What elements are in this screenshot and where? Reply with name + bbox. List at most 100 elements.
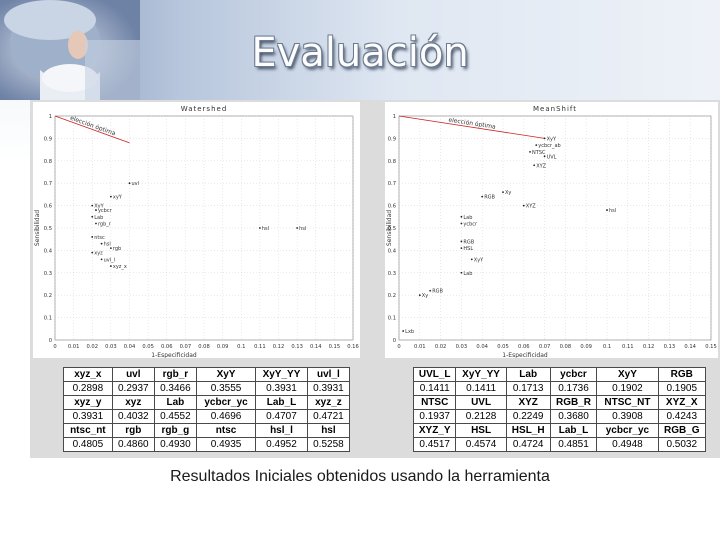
- data-point: [429, 289, 432, 292]
- table-header-cell: Lab: [505, 367, 551, 382]
- x-tick-label: 0.06: [518, 344, 530, 350]
- data-point: [460, 240, 463, 243]
- table-row: xyz_y xyz Lab ycbcr_yc Lab_L xyz_z: [63, 395, 351, 410]
- x-tick-label: 0.1: [603, 344, 611, 350]
- x-tick-label: 0.08: [198, 344, 210, 350]
- data-point: [502, 191, 504, 194]
- x-tick-label: 0: [397, 344, 400, 350]
- table-value-cell: 0.4948: [596, 437, 659, 452]
- table-value-cell: 0.1902: [596, 381, 659, 396]
- data-point: [529, 150, 531, 153]
- table-header-cell: rgb: [111, 423, 155, 438]
- x-tick-label: 0.08: [560, 344, 572, 350]
- data-point-label: ycbcr: [463, 222, 478, 228]
- y-tick-label: 0.4: [388, 248, 397, 254]
- y-tick-label: 1: [49, 114, 52, 120]
- table-header-cell: xyz_y: [63, 395, 113, 410]
- table-header-cell: ycbcr_yc: [195, 395, 257, 410]
- optimal-choice-arrow: [54, 115, 130, 144]
- table-header-cell: RGB_G: [657, 423, 707, 438]
- table-value-cell: 0.2937: [111, 381, 155, 396]
- table-value-cell: 0.1736: [549, 381, 598, 396]
- data-point-label: XyY: [474, 257, 484, 263]
- table-value-cell: 0.3931: [306, 381, 351, 396]
- table-value-cell: 0.5258: [306, 437, 351, 452]
- data-point-label: HSL: [463, 246, 473, 252]
- table-header-cell: Lab: [153, 395, 197, 410]
- data-point-label: XyY: [547, 136, 557, 142]
- meanshift-chart: MeanShift 0 0.01 0.02 0.03 0.04 0.05 0.06 0.07 0.…: [385, 102, 718, 359]
- data-point-label: RGB: [432, 289, 443, 295]
- data-point: [95, 222, 97, 225]
- table-header-cell: NTSC: [412, 395, 457, 410]
- y-tick-label: 1: [393, 114, 396, 120]
- table-header-cell: Lab_L: [549, 423, 598, 438]
- table-header-cell: hsl_l: [255, 423, 308, 438]
- watershed-chart: Watershed 0 0.01 0.02 0.03 0.04 0.05 0.06 0.07 0.…: [33, 102, 360, 359]
- table-header-cell: rgb_g: [153, 423, 197, 438]
- data-point-label: Xy: [422, 293, 428, 299]
- y-tick-label: 0.6: [388, 204, 396, 210]
- x-tick-label: 0.01: [68, 344, 80, 350]
- data-point: [535, 144, 538, 147]
- data-point: [460, 271, 463, 274]
- table-value-cell: 0.4517: [412, 437, 457, 452]
- x-tick-label: 0.07: [180, 344, 192, 350]
- x-tick-label: 0.02: [86, 344, 98, 350]
- y-axis-label: Sensibilidad: [386, 210, 393, 246]
- data-point-label: xyY: [113, 195, 123, 201]
- y-tick-label: 0.5: [44, 226, 52, 232]
- table-value-cell: 0.5032: [657, 437, 707, 452]
- data-point: [606, 209, 608, 211]
- x-tick-label: 0.04: [124, 344, 136, 350]
- y-tick-label: 0.5: [388, 226, 396, 232]
- table-value-cell: 0.1411: [455, 381, 507, 396]
- table-header-cell: UVL_L: [412, 367, 457, 382]
- table-header-cell: RGB_R: [549, 395, 598, 410]
- table-row: ntsc_nt rgb rgb_g ntsc hsl_l hsl: [63, 423, 351, 438]
- y-tick-label: 0.3: [44, 271, 52, 277]
- table-header-cell: HSL_H: [505, 423, 551, 438]
- data-point: [91, 236, 94, 238]
- table-value-cell: 0.3466: [153, 381, 197, 396]
- x-tick-label: 0.15: [329, 344, 341, 350]
- x-tick-label: 0.13: [291, 344, 303, 350]
- data-point: [258, 227, 261, 229]
- x-tick-label: 0.15: [705, 344, 717, 350]
- table-row: NTSC UVL XYZ RGB_R NTSC_NT XYZ_X: [412, 395, 707, 410]
- data-point-label: ntsc: [94, 235, 105, 241]
- y-tick-label: 0.2: [44, 293, 52, 299]
- data-point-label: NTSC: [532, 150, 546, 156]
- table-header-cell: XYZ: [505, 395, 551, 410]
- table-value-cell: 0.3680: [549, 409, 598, 424]
- table-value-cell: 0.2898: [63, 381, 113, 396]
- table-row: xyz_x uvl rgb_r XyY XyY_YY uvl_l: [63, 367, 351, 382]
- data-point: [522, 204, 525, 207]
- data-point-label: UVL: [547, 154, 557, 160]
- data-point-label: RGB: [463, 239, 474, 245]
- x-tick-label: 0.05: [142, 344, 154, 350]
- data-point: [402, 330, 405, 332]
- table-row: 0.4517 0.4574 0.4724 0.4851 0.4948 0.5032: [412, 437, 707, 452]
- table-header-cell: hsl: [306, 423, 351, 438]
- y-tick-label: 0.8: [44, 159, 52, 165]
- table-header-cell: UVL: [455, 395, 507, 410]
- table-value-cell: 0.2128: [455, 409, 507, 424]
- table-value-cell: 0.4952: [255, 437, 308, 452]
- table-header-cell: XyY_YY: [255, 367, 308, 382]
- x-tick-label: 0.12: [273, 344, 285, 350]
- table-header-cell: XyY_YY: [455, 367, 507, 382]
- table-header-cell: ntsc_nt: [63, 423, 113, 438]
- data-point: [109, 195, 112, 198]
- table-value-cell: 0.4574: [455, 437, 507, 452]
- table-value-cell: 0.4935: [195, 437, 257, 452]
- table-row: XYZ_Y HSL HSL_H Lab_L ycbcr_yc RGB_G: [412, 423, 707, 438]
- table-header-cell: rgb_r: [153, 367, 197, 382]
- y-tick-label: 0: [393, 338, 396, 344]
- data-point-label: uvl_l: [104, 257, 115, 263]
- data-point: [533, 164, 536, 167]
- x-tick-label: 0.02: [435, 344, 447, 350]
- x-tick-label: 0.09: [217, 344, 229, 350]
- table-header-cell: XyY: [195, 367, 257, 382]
- meanshift-results-table: UVL_L XyY_YY Lab ycbcr XyY RGB 0.1411 0.1411 0.1…: [412, 367, 707, 452]
